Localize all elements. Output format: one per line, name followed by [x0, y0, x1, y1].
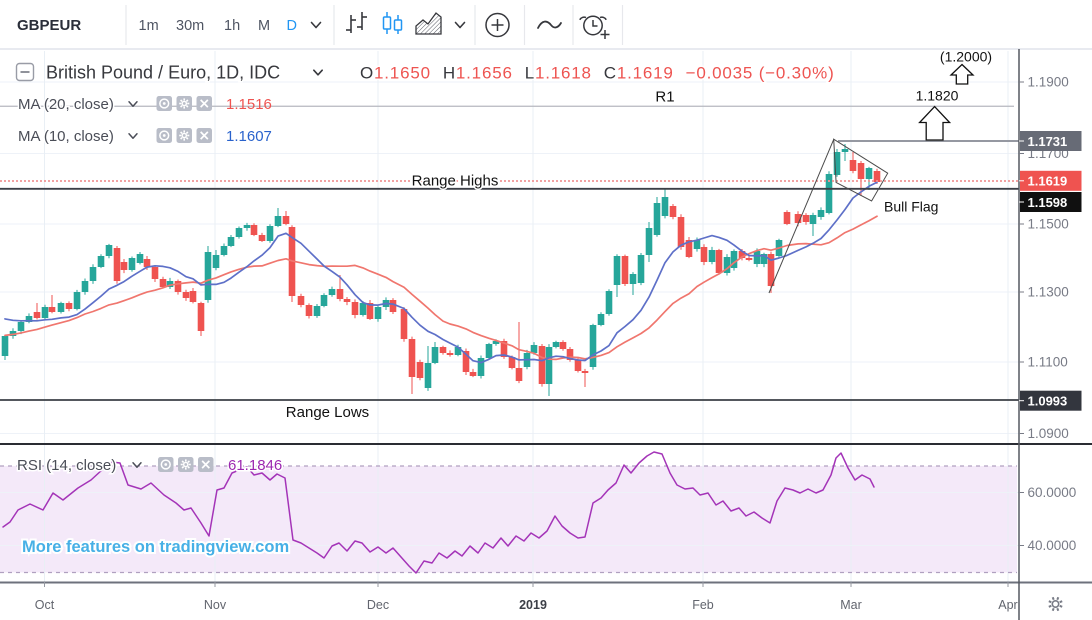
svg-text:Mar: Mar: [840, 598, 862, 612]
svg-text:40.0000: 40.0000: [1028, 538, 1077, 553]
svg-text:Range Lows: Range Lows: [286, 404, 369, 421]
svg-text:2019: 2019: [519, 598, 547, 612]
svg-text:Bull Flag: Bull Flag: [884, 199, 938, 215]
svg-text:Oct: Oct: [35, 598, 55, 612]
svg-text:60.0000: 60.0000: [1028, 485, 1077, 500]
svg-text:1.1619: 1.1619: [1028, 174, 1068, 189]
svg-text:1.0900: 1.0900: [1028, 426, 1069, 441]
svg-text:1.1598: 1.1598: [1028, 195, 1068, 210]
svg-text:D: D: [287, 18, 297, 34]
svg-text:Apr: Apr: [998, 598, 1017, 612]
svg-text:1.1731: 1.1731: [1028, 134, 1068, 149]
svg-text:1.1500: 1.1500: [1028, 217, 1069, 232]
svg-text:GBPEUR: GBPEUR: [17, 17, 81, 34]
svg-text:Dec: Dec: [367, 598, 389, 612]
svg-text:1.1820: 1.1820: [916, 88, 959, 104]
svg-text:1.1900: 1.1900: [1028, 75, 1069, 90]
svg-text:R1: R1: [655, 89, 674, 106]
svg-text:M: M: [258, 18, 270, 34]
svg-text:1.1300: 1.1300: [1028, 285, 1069, 300]
svg-text:More features on tradingview.c: More features on tradingview.com: [22, 538, 289, 556]
svg-text:(1.2000): (1.2000): [940, 49, 992, 65]
svg-text:Nov: Nov: [204, 598, 227, 612]
svg-text:1.0993: 1.0993: [1028, 394, 1068, 409]
svg-text:61.1846: 61.1846: [228, 457, 282, 474]
svg-text:British Pound / Euro, 1D, IDC: British Pound / Euro, 1D, IDC: [46, 63, 280, 83]
svg-text:RSI (14, close): RSI (14, close): [17, 457, 116, 474]
svg-text:1h: 1h: [224, 18, 240, 34]
svg-text:MA (20, close): MA (20, close): [18, 96, 114, 113]
svg-text:1.1100: 1.1100: [1028, 355, 1068, 370]
svg-text:1m: 1m: [139, 18, 159, 34]
svg-text:Feb: Feb: [692, 598, 714, 612]
svg-text:MA (10, close): MA (10, close): [18, 128, 114, 145]
svg-text:30m: 30m: [176, 18, 204, 34]
svg-text:Range Highs: Range Highs: [412, 173, 499, 190]
svg-text:1.1516: 1.1516: [226, 96, 272, 113]
svg-text:1.1607: 1.1607: [226, 128, 272, 145]
